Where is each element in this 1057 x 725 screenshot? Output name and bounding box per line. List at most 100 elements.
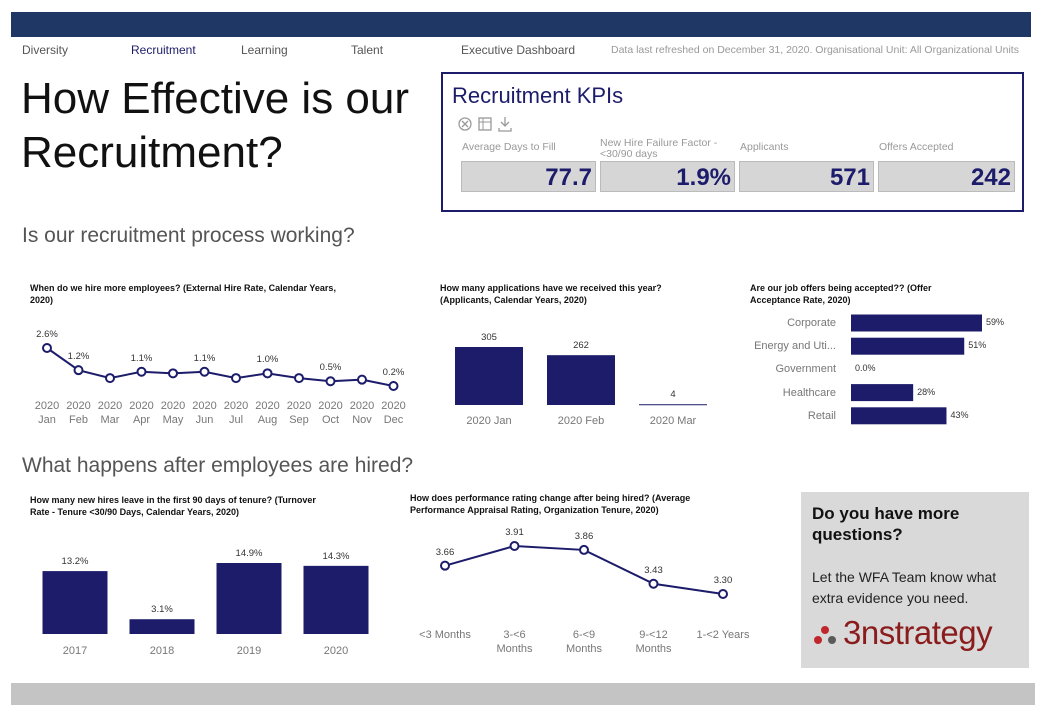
value-label: 3.66 (435, 546, 455, 558)
bar (455, 347, 523, 405)
bar (851, 314, 982, 332)
x-tick-label: 2018 (149, 645, 175, 657)
plot (851, 314, 982, 425)
nav-tab[interactable]: Diversity (22, 43, 69, 57)
section-title: Is our recruitment process working? (22, 224, 355, 247)
nav-tab[interactable]: Talent (351, 43, 384, 57)
bar (851, 384, 914, 402)
value-label: 3.86 (574, 530, 594, 542)
chart: How does performance rating change after… (410, 492, 755, 662)
info-box (801, 492, 1029, 668)
x-tick-label: 2020 Feb (66, 400, 91, 426)
x-tick-label: 2020 Apr (129, 400, 154, 426)
x-tick-label: 9-<12 Months (635, 629, 672, 655)
x-tick-label: 6-<9 Months (565, 629, 603, 655)
kpi-toolbar[interactable] (456, 114, 518, 134)
y-tick-label: Healthcare (782, 386, 836, 399)
logo-dots (814, 626, 836, 644)
point (42, 343, 52, 353)
bar (547, 355, 615, 405)
value-label: 305 (481, 332, 497, 343)
plot (455, 347, 707, 406)
chart-title: How many applications have we received t… (440, 283, 662, 305)
line (46, 347, 394, 387)
value-label: 3.91 (505, 527, 524, 538)
y-tick-label: Energy and Uti... (754, 340, 836, 353)
nav-tab[interactable]: Learning (241, 43, 288, 57)
kpi-label: Offers Accepted (879, 141, 954, 153)
info-text: Let the WFA Team know what extra evidenc… (812, 569, 997, 606)
point (105, 373, 115, 384)
nav-tab[interactable]: Recruitment (131, 43, 196, 57)
point (325, 376, 336, 387)
x-tick-label: 2020 Nov (349, 400, 375, 426)
value-label: 28% (917, 386, 936, 397)
point (294, 373, 304, 384)
point (357, 374, 367, 385)
value-label: 1.0% (256, 354, 279, 366)
info-heading: Do you have more questions? (812, 504, 960, 544)
value-label: 43% (950, 409, 969, 420)
chart-title: How does performance rating change after… (410, 493, 691, 515)
bottom-bar (11, 683, 1035, 705)
plot (42, 563, 369, 634)
plot (42, 343, 399, 391)
value-label: 51% (968, 340, 987, 351)
value-label: 0.0% (855, 363, 876, 374)
kpi-value: 571 (739, 161, 874, 192)
chart: How many new hires leave in the first 90… (30, 494, 380, 659)
value-label: 3.30 (713, 575, 733, 586)
value-label: 3.43 (644, 564, 663, 576)
value-label: 0.5% (319, 362, 342, 374)
bar (303, 565, 369, 634)
top-bar (11, 12, 1031, 37)
y-tick-label: Retail (807, 409, 836, 422)
kpi-label: Applicants (740, 141, 789, 153)
y-tick-label: Government (775, 363, 836, 376)
point (440, 560, 450, 571)
chart: Are our job offers being accepted?? (Off… (750, 282, 1045, 432)
kpi-value: 77.7 (461, 161, 596, 192)
section-title: What happens after employees are hired? (22, 454, 414, 477)
x-tick-label: 2020 Jan (34, 400, 60, 426)
plot (440, 541, 728, 599)
point (199, 366, 210, 377)
kpi-value: 242 (878, 161, 1015, 192)
x-tick-label: 2020 Aug (255, 400, 280, 426)
point (168, 368, 178, 379)
point (509, 541, 520, 551)
value-label: 262 (573, 340, 589, 352)
chart-title: Are our job offers being accepted?? (Off… (750, 283, 932, 305)
bar (42, 571, 108, 634)
x-tick-label: 2020 Oct (318, 400, 343, 426)
value-label: 1.1% (130, 352, 153, 364)
bar (851, 337, 965, 355)
point (231, 373, 241, 384)
bar (639, 404, 707, 406)
point (579, 544, 589, 555)
value-label: 2.6% (36, 329, 58, 340)
value-label: 4 (670, 389, 676, 401)
point (262, 368, 273, 379)
x-tick-label: 2020 Mar (649, 415, 697, 427)
kpi-label: New Hire Failure Factor - <30/90 days (600, 137, 718, 160)
chart-title: How many new hires leave in the first 90… (30, 495, 316, 517)
chart: When do we hire more employees? (Externa… (30, 282, 410, 432)
x-tick-label: 2020 (323, 645, 349, 657)
value-label: 3.1% (151, 604, 173, 616)
x-tick-label: 2020 Mar (97, 400, 123, 426)
nav-tab[interactable]: Executive Dashboard (461, 43, 576, 57)
value-label: 59% (986, 317, 1005, 327)
page-title: How Effective is our Recruitment? (21, 74, 410, 177)
kpi-value: 1.9% (600, 161, 735, 192)
x-tick-label: 2020 Dec (381, 400, 406, 426)
point (136, 366, 147, 377)
x-tick-label: 2019 (236, 645, 262, 657)
x-tick-label: 2020 Feb (557, 415, 605, 427)
point (388, 381, 399, 391)
kpi-label: Average Days to Fill (462, 141, 556, 153)
x-tick-label: <3 Months (419, 629, 471, 641)
chart-title: When do we hire more employees? (Externa… (30, 283, 336, 305)
chart: How many applications have we received t… (440, 282, 710, 432)
